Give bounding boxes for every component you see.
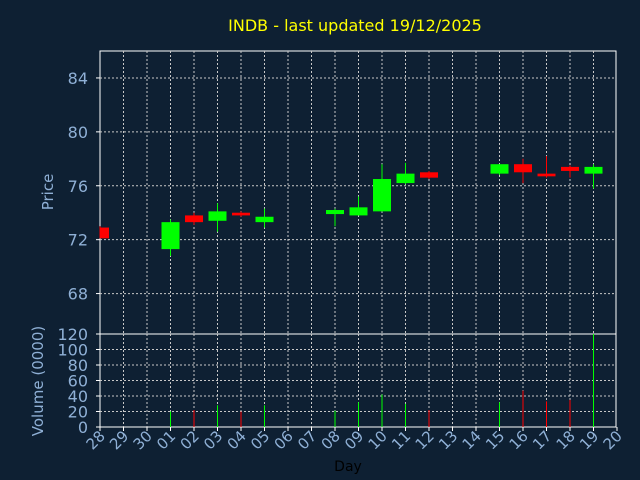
candle-body [100,227,109,239]
candle-body [326,210,344,215]
volume-tick-label: 60 [68,372,88,391]
volume-tick-label: 80 [68,356,88,375]
candle-body [349,207,368,216]
x-tick-label: 12 [412,427,438,453]
x-tick-label: 17 [529,427,555,453]
candle-body [232,212,250,216]
candle-body [420,172,438,178]
candle-body [584,166,603,174]
price-tick-label: 76 [68,177,88,196]
x-tick-label: 09 [341,427,367,453]
price-y-ticks: 68 72 76 80 84 [68,69,100,304]
candle-body [396,173,415,184]
x-ticks: 2829300102030405060708091011121314151617… [83,427,626,453]
price-tick-label: 80 [68,123,88,142]
price-tick-label: 72 [68,231,88,250]
x-tick-label: 01 [153,427,179,453]
volume-bars [170,334,594,427]
candle-body [561,166,579,171]
candle-body [514,164,532,173]
x-tick-label: 04 [224,427,250,453]
x-tick-label: 11 [388,427,414,453]
candle-body [255,216,274,223]
x-tick-label: 30 [130,427,156,453]
x-axis-label: Day [334,459,362,475]
volume-tick-label: 120 [57,325,88,344]
x-tick-label: 02 [177,427,203,453]
x-tick-label: 19 [576,427,602,453]
x-tick-label: 08 [318,427,344,453]
x-tick-label: 15 [482,427,508,453]
x-tick-label: 07 [294,427,320,453]
candle-body [185,215,203,223]
x-tick-label: 13 [435,427,461,453]
candle-body [208,211,227,221]
candle-body [537,173,556,177]
volume-tick-label: 100 [57,341,88,360]
x-tick-label: 14 [459,427,485,453]
x-tick-label: 20 [600,427,626,453]
candles [99,156,603,256]
candle-body [161,222,180,250]
x-tick-label: 16 [506,427,532,453]
x-tick-label: 05 [247,427,273,453]
volume-axis-label: Volume (0000) [29,326,47,436]
x-tick-label: 03 [200,427,226,453]
volume-tick-label: 20 [68,403,88,422]
x-tick-label: 18 [553,427,579,453]
price-axis-label: Price [39,174,57,211]
price-tick-label: 68 [68,285,88,304]
chart-title: INDB - last updated 19/12/2025 [228,16,482,35]
candle-body [490,164,509,174]
x-tick-label: 10 [365,427,391,453]
candle-body [373,179,391,212]
price-tick-label: 84 [68,69,88,88]
x-tick-label: 29 [106,427,132,453]
volume-tick-label: 40 [68,387,88,406]
volume-tick-label: 0 [78,418,88,437]
price-grid [100,51,616,334]
x-tick-label: 06 [271,427,297,453]
